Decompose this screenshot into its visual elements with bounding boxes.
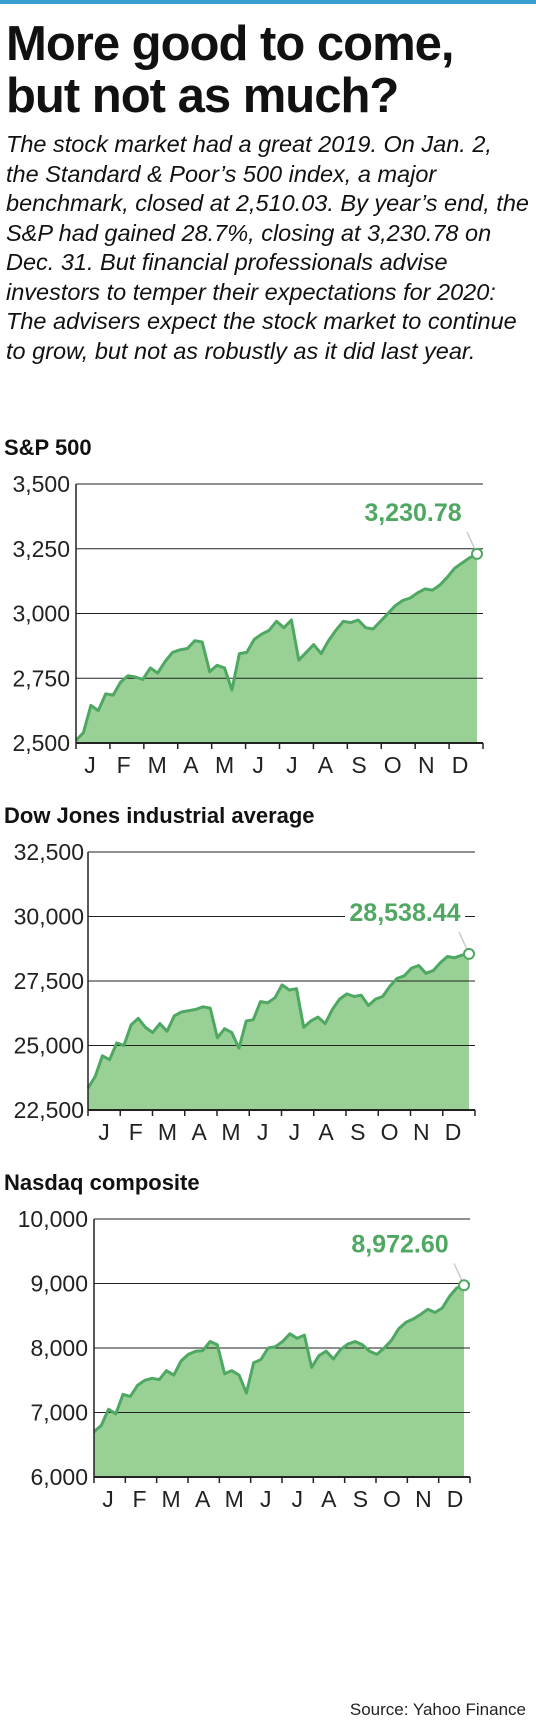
x-tick-label: J [286,752,298,778]
y-tick-label: 22,500 [14,1097,84,1123]
x-tick-label: N [415,1486,432,1512]
x-tick-label: J [102,1486,114,1512]
x-tick-label: A [183,752,199,778]
y-tick-label: 25,000 [14,1033,84,1059]
sp500-title: S&P 500 [4,435,92,460]
y-tick-label: 32,500 [14,839,84,865]
x-tick-label: A [321,1486,337,1512]
x-tick-label: N [418,752,435,778]
y-tick-label: 10,000 [18,1206,88,1232]
x-tick-label: O [381,1119,399,1145]
x-tick-label: F [129,1119,143,1145]
intro-paragraph: The stock market had a great 2019. On Ja… [6,131,529,364]
x-tick-label: D [445,1119,462,1145]
y-tick-label: 27,500 [14,968,84,994]
callout-box [340,1223,460,1264]
x-tick-label: D [452,752,469,778]
series-line [93,1283,465,1433]
x-tick-label: J [292,1486,304,1512]
x-tick-label: F [133,1486,147,1512]
x-tick-label: S [351,752,366,778]
y-tick-label: 3,500 [12,471,70,497]
x-tick-label: J [257,1119,269,1145]
source-credit: Source: Yahoo Finance [349,1700,526,1719]
x-tick-label: J [260,1486,272,1512]
x-tick-label: M [225,1486,244,1512]
nasdaq-title: Nasdaq composite [4,1170,200,1195]
x-tick-label: M [162,1486,181,1512]
x-tick-label: O [384,752,402,778]
x-tick-label: A [192,1119,208,1145]
y-tick-label: 6,000 [30,1464,88,1490]
callout-box [353,491,473,532]
x-tick-label: M [221,1119,240,1145]
x-tick-label: M [158,1119,177,1145]
x-tick-label: D [447,1486,464,1512]
y-tick-label: 2,750 [12,665,70,691]
x-tick-label: S [353,1486,368,1512]
end-value-label: 8,972.60 [351,1230,448,1258]
y-tick-label: 8,000 [30,1335,88,1361]
end-value-label: 3,230.78 [364,499,461,527]
headline: More good to come, but not as much? [6,17,455,123]
series-area [94,1285,464,1477]
end-point-marker [458,1279,470,1292]
end-value-label: 28,538.44 [349,899,460,927]
x-tick-label: M [148,752,167,778]
y-tick-label: 30,000 [14,904,84,930]
x-tick-label: M [215,752,234,778]
end-point-marker [471,547,483,560]
x-tick-label: A [318,1119,334,1145]
callout-box [345,891,465,932]
series-area [76,553,477,743]
top-rule [0,0,536,4]
y-tick-label: 3,250 [12,536,70,562]
x-tick-label: J [98,1119,110,1145]
y-tick-label: 3,000 [12,601,70,627]
x-tick-label: J [289,1119,301,1145]
series-line [86,952,470,1089]
y-tick-label: 9,000 [30,1271,88,1297]
series-line [74,552,478,742]
x-tick-label: J [252,752,264,778]
y-tick-label: 2,500 [12,730,70,756]
x-tick-label: A [195,1486,211,1512]
x-tick-label: N [413,1119,430,1145]
end-point-marker [463,947,475,960]
series-area [88,953,469,1110]
dow-title: Dow Jones industrial average [4,803,315,828]
x-tick-label: J [84,752,96,778]
x-tick-label: O [383,1486,401,1512]
y-tick-label: 7,000 [30,1400,88,1426]
x-tick-label: A [318,752,334,778]
x-tick-label: S [350,1119,365,1145]
x-tick-label: F [117,752,131,778]
